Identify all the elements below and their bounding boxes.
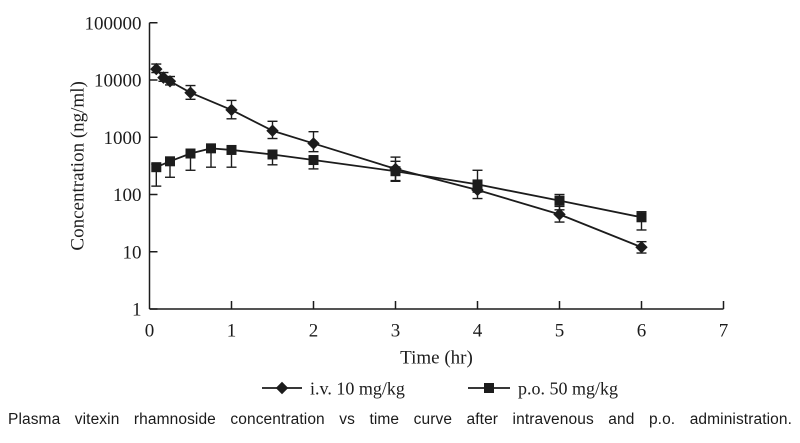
data-point-marker xyxy=(225,103,238,117)
y-tick-label: 100 xyxy=(113,185,142,206)
data-point-marker xyxy=(226,144,237,155)
x-tick-label: 3 xyxy=(391,321,401,342)
data-point-marker xyxy=(553,208,566,221)
x-tick-label: 5 xyxy=(555,321,565,342)
data-point-marker xyxy=(157,71,170,84)
data-point-marker xyxy=(267,149,278,160)
x-tick-label: 2 xyxy=(309,321,319,342)
data-point-marker xyxy=(307,137,320,150)
legend-square-marker xyxy=(484,383,494,393)
axes xyxy=(148,22,724,310)
y-tick-label: 10000 xyxy=(94,71,142,92)
x-tick-label: 6 xyxy=(637,321,647,342)
data-point-marker xyxy=(163,75,177,88)
legend-label: i.v. 10 mg/kg xyxy=(310,378,405,398)
error-bars xyxy=(151,145,647,231)
series-markers xyxy=(151,143,647,223)
legend-item-iv: i.v. 10 mg/kg xyxy=(262,378,405,398)
data-point-marker xyxy=(150,62,163,76)
series-line xyxy=(155,147,642,219)
data-point-marker xyxy=(554,195,565,206)
data-point-marker xyxy=(390,166,401,177)
legend: i.v. 10 mg/kg p.o. 50 mg/kg xyxy=(262,378,618,398)
series-po xyxy=(151,143,647,231)
data-point-marker xyxy=(151,162,162,173)
data-point-marker xyxy=(308,155,319,166)
legend-diamond-marker xyxy=(275,381,289,395)
data-point-marker xyxy=(206,143,216,154)
y-tick-label: 1000 xyxy=(104,128,142,149)
error-bars xyxy=(151,63,647,254)
x-axis-title: Time (hr) xyxy=(400,348,473,369)
data-point-marker xyxy=(635,241,648,254)
figure-caption: Plasma vitexin rhamnoside concentration … xyxy=(8,411,792,428)
x-axis-ticks: 0 1 2 3 4 5 6 7 xyxy=(145,301,729,342)
series-markers xyxy=(150,62,648,254)
series-iv xyxy=(150,62,648,254)
x-tick-label: 7 xyxy=(719,321,729,342)
legend-label: p.o. 50 mg/kg xyxy=(518,378,618,398)
y-tick-label: 1 xyxy=(132,300,142,321)
data-point-marker xyxy=(184,86,197,99)
y-axis-ticks: 1 10 100 1000 10000 100000 xyxy=(85,13,158,321)
data-point-marker xyxy=(266,124,279,137)
y-tick-label: 10 xyxy=(123,242,142,263)
x-tick-label: 4 xyxy=(473,321,483,342)
data-point-marker xyxy=(472,179,483,190)
x-tick-label: 0 xyxy=(145,321,155,342)
series-line xyxy=(155,68,642,249)
x-tick-label: 1 xyxy=(227,321,237,342)
data-point-marker xyxy=(636,212,647,223)
data-point-marker xyxy=(165,156,175,167)
figure-area: 1 10 100 1000 10000 100000 0 1 2 3 4 5 6 7 Time (hr) Co… xyxy=(68,13,729,398)
legend-item-po: p.o. 50 mg/kg xyxy=(468,378,618,398)
y-axis-title: Concentration (ng/ml) xyxy=(68,81,89,250)
y-tick-label: 100000 xyxy=(85,13,142,34)
data-point-marker xyxy=(185,148,196,159)
